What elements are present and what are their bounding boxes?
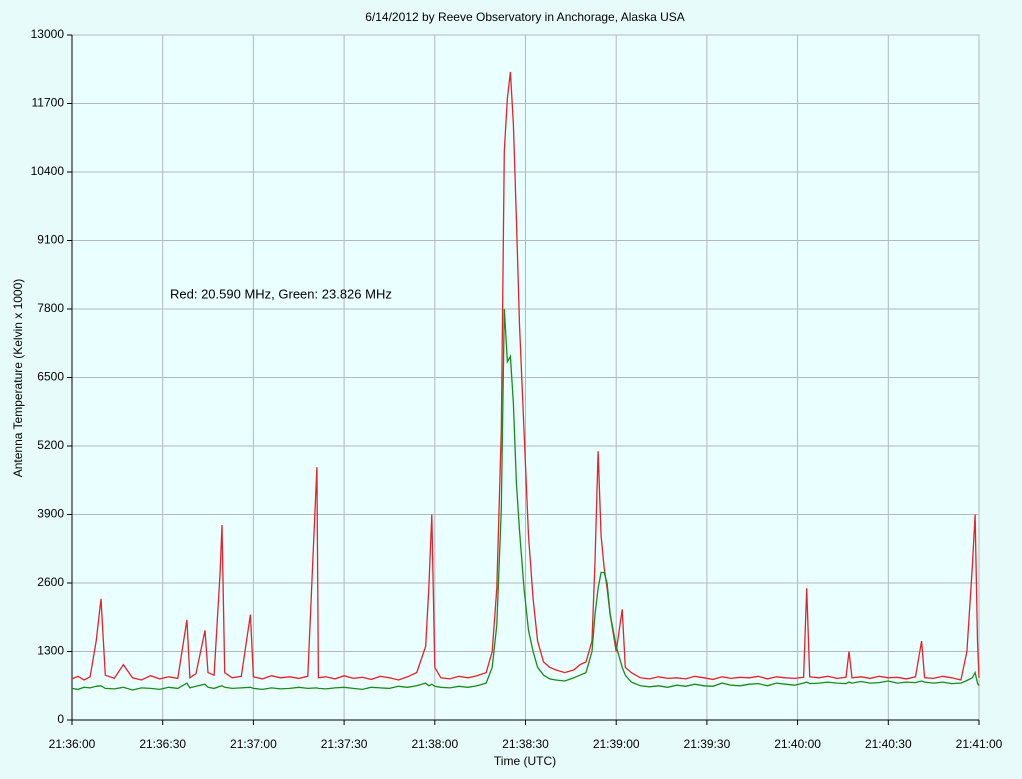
- y-tick-label: 7800: [37, 301, 64, 315]
- y-tick-label: 3900: [37, 507, 64, 521]
- y-tick-label: 11700: [32, 96, 65, 110]
- x-tick-label: 21:39:30: [684, 737, 731, 751]
- x-tick-label: 21:40:00: [774, 737, 821, 751]
- series-line: [71, 308, 980, 691]
- x-tick-label: 21:38:00: [411, 737, 458, 751]
- series-line: [71, 71, 980, 681]
- y-tick-label: 0: [57, 712, 64, 726]
- y-tick-label: 5200: [37, 438, 64, 452]
- y-tick-label: 2600: [37, 575, 64, 589]
- x-tick-label: 21:41:00: [956, 737, 1003, 751]
- x-tick-label: 21:36:30: [139, 737, 186, 751]
- y-tick-label: 10400: [31, 164, 65, 178]
- x-tick-label: 21:37:00: [230, 737, 277, 751]
- y-tick-label: 1300: [37, 644, 64, 658]
- y-tick-label: 13000: [31, 27, 65, 41]
- x-axis-label: Time (UTC): [494, 754, 556, 768]
- x-tick-label: 21:40:30: [865, 737, 912, 751]
- annotation: Red: 20.590 MHz, Green: 23.826 MHz: [170, 286, 392, 301]
- x-tick-label: 21:38:30: [502, 737, 549, 751]
- y-axis-label: Antenna Temperature (Kelvin x 1000): [11, 279, 25, 478]
- chart-title: 6/14/2012 by Reeve Observatory in Anchor…: [365, 10, 685, 24]
- y-tick-label: 9100: [37, 233, 64, 247]
- x-tick-label: 21:37:30: [321, 737, 368, 751]
- y-tick-label: 6500: [37, 370, 64, 384]
- x-tick-label: 21:39:00: [593, 737, 640, 751]
- x-tick-label: 21:36:00: [49, 737, 96, 751]
